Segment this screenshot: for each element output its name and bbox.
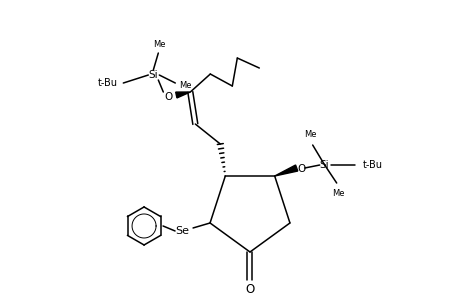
Polygon shape <box>274 165 297 176</box>
Text: O: O <box>164 92 172 102</box>
Polygon shape <box>175 92 190 98</box>
Text: t-Bu: t-Bu <box>362 160 382 170</box>
Text: t-Bu: t-Bu <box>97 78 117 88</box>
Text: O: O <box>297 164 305 174</box>
Text: Me: Me <box>153 40 165 49</box>
Text: Me: Me <box>332 189 344 198</box>
Text: Me: Me <box>179 80 191 89</box>
Text: Si: Si <box>148 70 158 80</box>
Text: Se: Se <box>175 226 189 236</box>
Text: Si: Si <box>319 160 329 170</box>
Text: Me: Me <box>304 130 316 139</box>
Text: O: O <box>245 284 254 296</box>
